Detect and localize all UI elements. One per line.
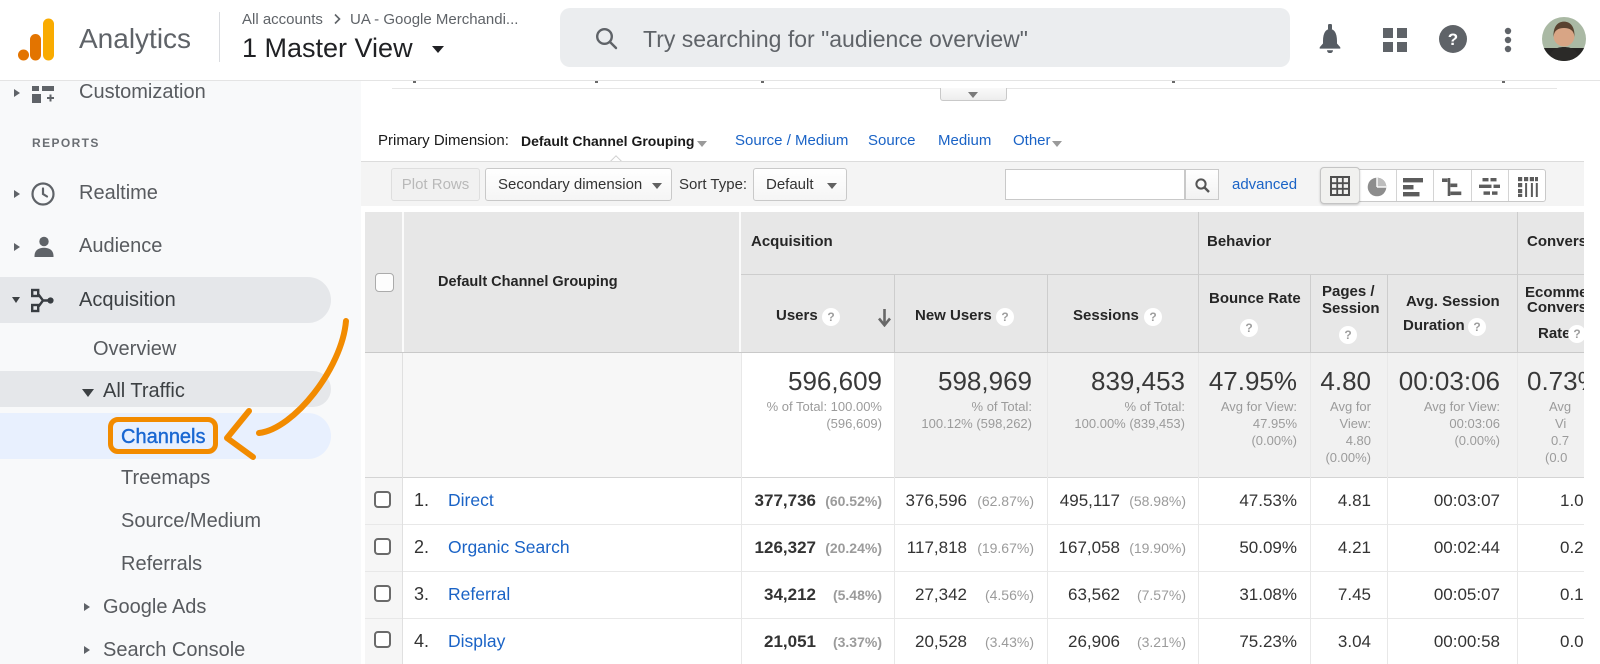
svg-text:?: ? (1448, 30, 1458, 49)
